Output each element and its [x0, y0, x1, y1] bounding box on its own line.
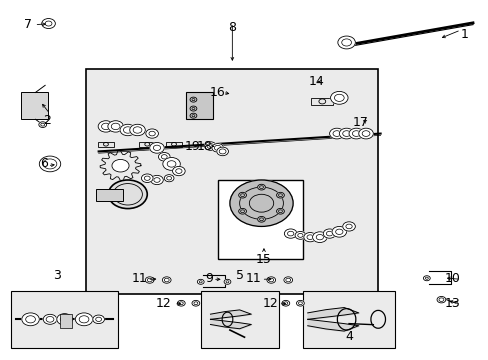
- Text: 4: 4: [345, 329, 352, 342]
- Circle shape: [329, 128, 344, 139]
- Circle shape: [276, 208, 284, 214]
- Text: 18: 18: [197, 140, 212, 153]
- Circle shape: [204, 142, 216, 150]
- Circle shape: [266, 277, 275, 283]
- Circle shape: [190, 113, 197, 118]
- Circle shape: [294, 231, 305, 239]
- Bar: [166, 142, 182, 147]
- Circle shape: [282, 300, 289, 306]
- Circle shape: [296, 300, 304, 306]
- Circle shape: [303, 233, 316, 242]
- Circle shape: [172, 166, 185, 176]
- Circle shape: [423, 276, 429, 281]
- Bar: [217, 180, 302, 258]
- Circle shape: [22, 313, 39, 326]
- Circle shape: [145, 277, 154, 283]
- Circle shape: [284, 229, 296, 238]
- Circle shape: [192, 300, 200, 306]
- Circle shape: [43, 314, 57, 324]
- Circle shape: [197, 279, 203, 284]
- Circle shape: [339, 128, 353, 139]
- Circle shape: [358, 128, 372, 139]
- Text: 5: 5: [235, 269, 243, 282]
- Text: 8: 8: [228, 21, 236, 34]
- Circle shape: [39, 122, 46, 127]
- Text: 12: 12: [262, 297, 278, 310]
- Text: 6: 6: [40, 157, 47, 170]
- Circle shape: [108, 180, 147, 208]
- Circle shape: [120, 124, 135, 136]
- Circle shape: [145, 129, 158, 138]
- Text: 11: 11: [131, 272, 147, 285]
- Bar: [60, 314, 72, 328]
- Bar: [201, 291, 278, 348]
- Circle shape: [158, 153, 170, 161]
- Text: 3: 3: [53, 269, 61, 282]
- Bar: [311, 98, 332, 104]
- Circle shape: [57, 314, 72, 325]
- Circle shape: [39, 156, 61, 172]
- Circle shape: [177, 300, 185, 306]
- Circle shape: [190, 97, 197, 102]
- Bar: [86, 69, 377, 294]
- Circle shape: [164, 175, 174, 182]
- Circle shape: [98, 121, 114, 132]
- Circle shape: [330, 91, 347, 104]
- Text: 16: 16: [209, 86, 224, 99]
- Bar: [139, 142, 155, 147]
- Circle shape: [93, 315, 104, 324]
- Circle shape: [141, 174, 153, 183]
- Circle shape: [75, 313, 93, 326]
- Circle shape: [257, 184, 265, 190]
- Bar: [98, 142, 114, 147]
- Circle shape: [129, 124, 145, 136]
- Bar: [11, 291, 118, 348]
- Text: 1: 1: [460, 28, 468, 41]
- Circle shape: [224, 279, 230, 284]
- Circle shape: [331, 226, 346, 237]
- Text: 12: 12: [156, 297, 171, 310]
- Text: 17: 17: [352, 116, 368, 129]
- Circle shape: [112, 159, 129, 172]
- Circle shape: [41, 18, 55, 28]
- Text: 9: 9: [204, 272, 212, 285]
- Circle shape: [149, 143, 164, 153]
- Circle shape: [238, 208, 246, 214]
- Circle shape: [312, 232, 326, 243]
- Circle shape: [162, 277, 171, 283]
- Circle shape: [323, 229, 335, 238]
- Bar: [302, 291, 394, 348]
- Text: 10: 10: [444, 272, 460, 285]
- Circle shape: [211, 144, 223, 152]
- Text: 15: 15: [256, 253, 271, 266]
- Circle shape: [257, 216, 265, 222]
- Circle shape: [150, 175, 163, 185]
- Text: 13: 13: [444, 297, 460, 310]
- Circle shape: [229, 180, 292, 226]
- Circle shape: [163, 157, 180, 170]
- Circle shape: [337, 36, 355, 49]
- Circle shape: [348, 128, 363, 139]
- Text: 7: 7: [23, 18, 31, 31]
- Text: 19: 19: [184, 140, 201, 153]
- Circle shape: [238, 192, 246, 198]
- Text: 2: 2: [42, 114, 50, 127]
- Circle shape: [342, 222, 355, 231]
- Bar: [96, 189, 122, 202]
- Bar: [21, 93, 47, 119]
- Circle shape: [436, 296, 445, 303]
- Circle shape: [190, 106, 197, 111]
- Text: 11: 11: [245, 272, 261, 285]
- Bar: [186, 93, 212, 119]
- Circle shape: [216, 147, 228, 156]
- Text: 14: 14: [308, 75, 324, 88]
- Circle shape: [108, 121, 123, 132]
- Circle shape: [276, 192, 284, 198]
- Circle shape: [284, 277, 292, 283]
